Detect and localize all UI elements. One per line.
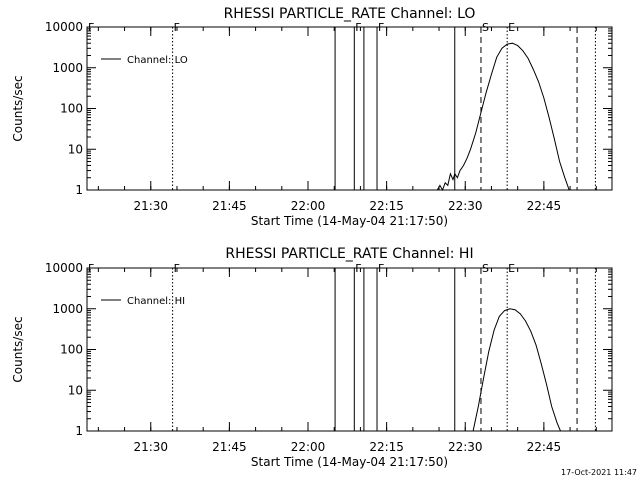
chart-panel-1: RHESSI PARTICLE_RATE Channel: LO 1 10 100 10… xyxy=(11,6,613,228)
event-marker-label: F xyxy=(174,262,180,275)
y-tick-label: 1 xyxy=(75,424,83,438)
event-marker-label: F xyxy=(355,21,361,34)
x-axis-label: Start Time (14-May-04 21:17:50) xyxy=(251,214,448,228)
legend-label: Channel: LO xyxy=(127,55,188,66)
y-tick-label: 1000 xyxy=(52,61,83,75)
x-tick-label: 22:30 xyxy=(448,440,483,454)
x-tick-label: 22:00 xyxy=(291,440,326,454)
x-tick-label: 22:30 xyxy=(448,199,483,213)
event-marker-label: S xyxy=(482,262,489,275)
y-axis-label: Counts/sec xyxy=(11,75,25,141)
chart-title: RHESSI PARTICLE_RATE Channel: LO xyxy=(224,6,476,22)
x-tick-label: 22:45 xyxy=(527,199,562,213)
x-tick-label: 21:45 xyxy=(212,440,247,454)
x-tick-label: 22:15 xyxy=(369,199,404,213)
y-tick-label: 100 xyxy=(60,102,83,116)
x-tick-label: 21:45 xyxy=(212,199,247,213)
x-tick-label: 21:30 xyxy=(133,440,168,454)
series-line xyxy=(472,308,561,432)
x-tick-label: 22:15 xyxy=(369,440,404,454)
event-marker-label: F xyxy=(88,21,94,34)
event-marker-label: E xyxy=(508,21,515,34)
event-marker-label: F xyxy=(174,21,180,34)
y-tick-label: 1000 xyxy=(52,302,83,316)
y-tick-label: 10000 xyxy=(45,20,83,34)
event-marker-label: E xyxy=(508,262,515,275)
x-tick-label: 21:30 xyxy=(133,199,168,213)
legend-label: Channel: HI xyxy=(127,296,185,307)
y-tick-label: 10 xyxy=(68,142,83,156)
x-tick-label: 22:45 xyxy=(527,440,562,454)
plot-timestamp: 17-Oct-2021 11:47 xyxy=(561,468,637,477)
event-marker-label: F xyxy=(88,262,94,275)
event-marker-label: S xyxy=(482,21,489,34)
x-axis-label: Start Time (14-May-04 21:17:50) xyxy=(251,455,448,469)
series-line xyxy=(436,42,570,192)
y-tick-label: 100 xyxy=(60,343,83,357)
y-tick-label: 10 xyxy=(68,383,83,397)
chart-title: RHESSI PARTICLE_RATE Channel: HI xyxy=(225,246,473,262)
y-tick-label: 10000 xyxy=(45,261,83,275)
event-marker-label: F xyxy=(378,262,384,275)
event-marker-label: F xyxy=(378,21,384,34)
x-tick-label: 22:00 xyxy=(291,199,326,213)
event-marker-label: F xyxy=(355,262,361,275)
y-tick-label: 1 xyxy=(75,183,83,197)
y-axis-label: Counts/sec xyxy=(11,316,25,382)
chart-panel-2: RHESSI PARTICLE_RATE Channel: HI 1 10 100 10… xyxy=(11,246,613,469)
